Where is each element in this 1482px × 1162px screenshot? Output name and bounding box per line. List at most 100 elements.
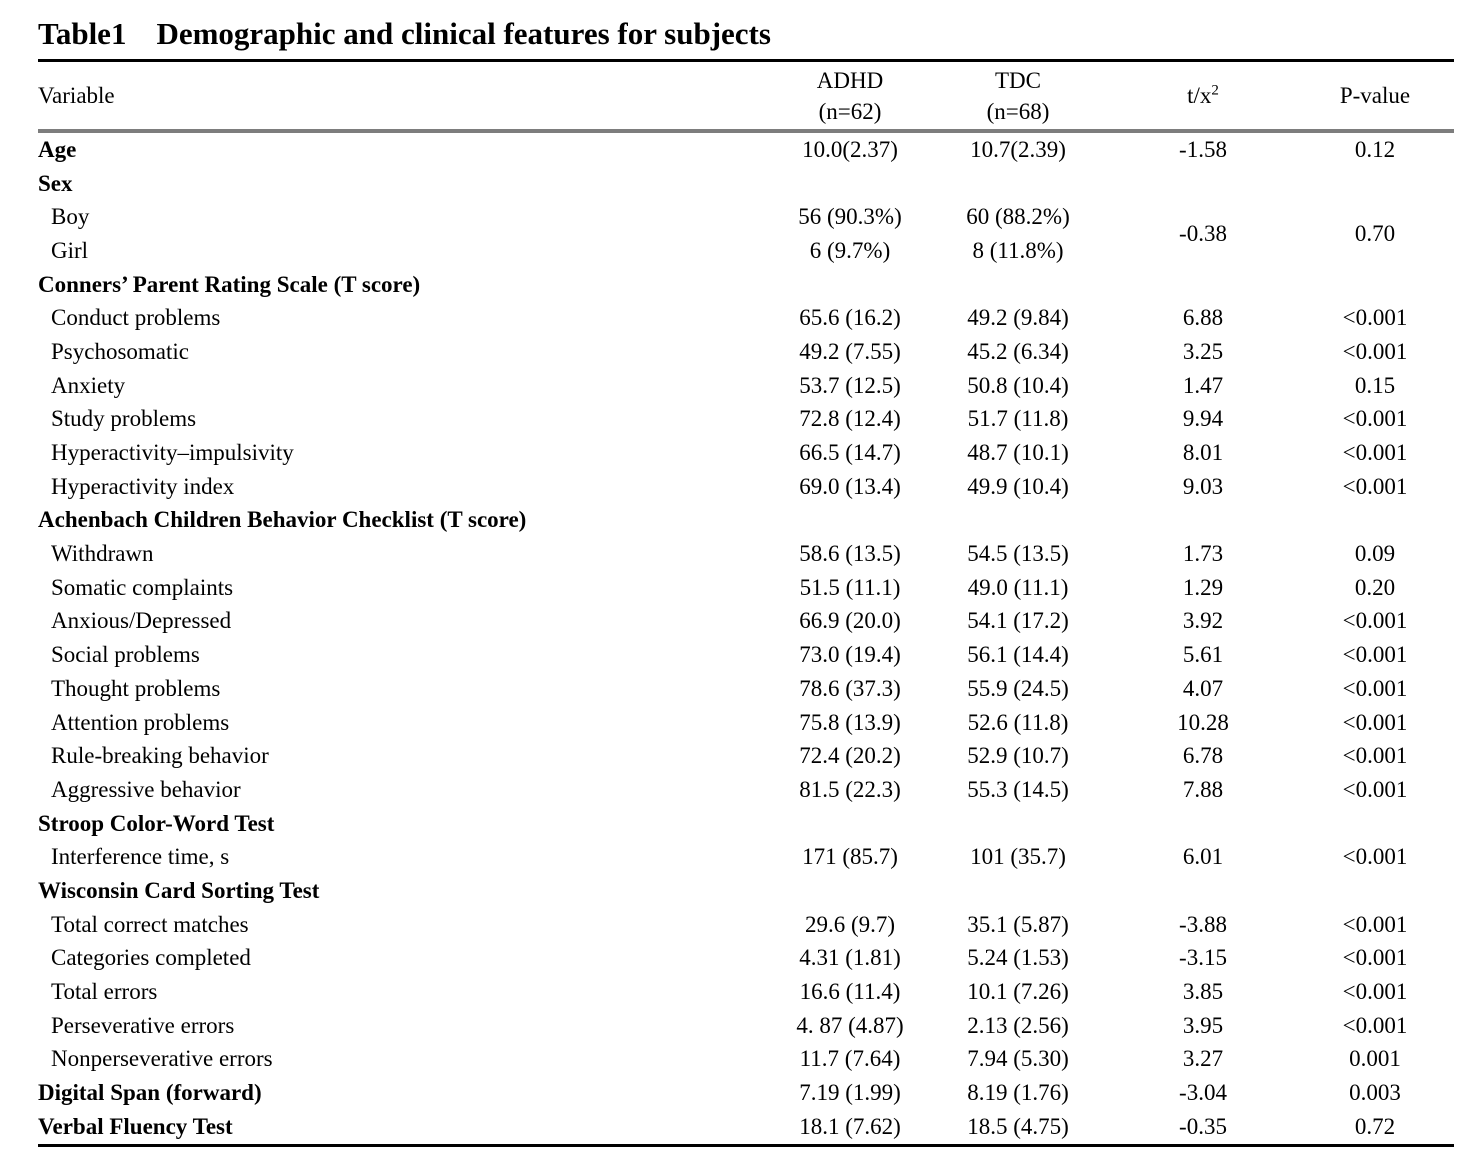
table-row: Rule-breaking behavior 72.4 (20.2) 52.9 (1… [38, 739, 1454, 773]
cell-statistic: 3.92 [1182, 608, 1224, 634]
cell-adhd: 75.8 (13.9) [799, 709, 901, 735]
cell-tdc: 56.1 (14.4) [967, 642, 1069, 668]
cell-pvalue: <0.001 [1342, 338, 1408, 364]
table-row: Nonperseverative errors 11.7 (7.64) 7.94 (… [38, 1043, 1454, 1077]
cell-adhd: 72.8 (12.4) [799, 406, 901, 432]
table-row: Girl 6 (9.7%) 8 (11.8%) [38, 234, 1454, 268]
row-label: Total correct matches [51, 911, 249, 937]
row-label: Aggressive behavior [51, 776, 241, 802]
cell-tdc: 48.7 (10.1) [967, 440, 1069, 466]
table-row: Sex [38, 167, 1454, 201]
table-row: Hyperactivity index 69.0 (13.4) 49.9 (10.4… [38, 470, 1454, 504]
cell-tdc: 55.3 (14.5) [967, 776, 1069, 802]
cell-statistic: -0.38 [1179, 221, 1227, 247]
row-label: Verbal Fluency Test [38, 1109, 774, 1147]
row-label: Girl [51, 237, 89, 263]
row-label: Thought problems [51, 675, 221, 701]
table-row: Social problems 73.0 (19.4) 56.1 (14.4) 5.6… [38, 638, 1454, 672]
row-label: Social problems [51, 642, 200, 668]
cell-tdc: 10.7(2.39) [970, 136, 1066, 162]
cell-adhd: 66.5 (14.7) [799, 440, 901, 466]
cell-tdc: 101 (35.7) [970, 844, 1066, 870]
cell-statistic: 3.85 [1182, 979, 1224, 1005]
cell-tdc: 52.6 (11.8) [967, 709, 1069, 735]
table-row: Boy 56 (90.3%) 60 (88.2%) -0.38 0.70 [38, 200, 1454, 246]
row-label: Achenbach Children Behavior Checklist (T… [38, 507, 527, 533]
row-label: Anxious/Depressed [51, 608, 232, 634]
empty-cells [774, 268, 1454, 302]
cell-adhd: 10.0(2.37) [802, 136, 898, 162]
table-row: Age 10.0(2.37) 10.7(2.39) -1.58 0.12 [38, 131, 1454, 167]
page-title: Table1 Demographic and clinical features … [38, 14, 1454, 62]
cell-statistic: 5.61 [1182, 642, 1224, 668]
row-label: Interference time, s [51, 844, 230, 870]
cell-pvalue: <0.001 [1342, 743, 1408, 769]
cell-statistic: 4.07 [1182, 675, 1224, 701]
table-row: Thought problems 78.6 (37.3) 55.9 (24.5) 4.… [38, 672, 1454, 706]
header-pvalue: P-value [1296, 62, 1454, 133]
cell-adhd: 18.1 (7.62) [774, 1109, 926, 1147]
table-row: Stroop Color-Word Test [38, 807, 1454, 841]
cell-adhd: 72.4 (20.2) [799, 743, 901, 769]
cell-statistic: 3.27 [1182, 1046, 1224, 1072]
cell-tdc: 52.9 (10.7) [967, 743, 1069, 769]
row-label: Wisconsin Card Sorting Test [38, 877, 320, 903]
header-adhd-n: (n=62) [818, 98, 882, 124]
cell-adhd: 7.19 (1.99) [799, 1080, 901, 1106]
row-label: Sex [38, 170, 73, 196]
cell-pvalue: <0.001 [1342, 305, 1408, 331]
cell-statistic: 3.95 [1182, 1012, 1224, 1038]
cell-pvalue: 0.20 [1354, 574, 1396, 600]
row-label: Attention problems [51, 709, 230, 735]
row-label: Total errors [51, 979, 158, 1005]
table-row: Aggressive behavior 81.5 (22.3) 55.3 (14.5… [38, 773, 1454, 807]
empty-cells [774, 167, 1454, 201]
row-label: Categories completed [51, 945, 251, 971]
cell-tdc: 54.5 (13.5) [967, 541, 1069, 567]
cell-statistic: -1.58 [1179, 136, 1227, 162]
cell-pvalue: 0.12 [1354, 136, 1396, 162]
header-row: Variable ADHD (n=62) TDC (n=68) t/x2 P-v… [38, 62, 1454, 133]
cell-statistic: 1.73 [1182, 541, 1224, 567]
table-row: Wisconsin Card Sorting Test [38, 874, 1454, 908]
statistic-symbol: t/x [1187, 83, 1212, 108]
table-caption: Demographic and clinical features for su… [156, 16, 771, 51]
table-row: Anxiety 53.7 (12.5) 50.8 (10.4) 1.47 0.15 [38, 369, 1454, 403]
table-row: Perseverative errors 4. 87 (4.87) 2.13 (2.… [38, 1009, 1454, 1043]
header-adhd-group: ADHD [816, 67, 884, 93]
cell-adhd: 65.6 (16.2) [799, 305, 901, 331]
row-label: Age [38, 136, 77, 162]
header-statistic: t/x2 [1110, 62, 1296, 133]
cell-statistic: -0.35 [1110, 1109, 1296, 1147]
cell-statistic: 9.94 [1182, 406, 1224, 432]
cell-pvalue: <0.001 [1342, 675, 1408, 701]
table-row: Achenbach Children Behavior Checklist (T… [38, 504, 1454, 538]
cell-adhd: 11.7 (7.64) [799, 1046, 901, 1072]
cell-pvalue: 0.003 [1349, 1080, 1401, 1106]
cell-pvalue: <0.001 [1342, 979, 1408, 1005]
demographics-table: Variable ADHD (n=62) TDC (n=68) t/x2 P-v… [38, 62, 1454, 1147]
header-tdc-group: TDC [995, 67, 1041, 93]
table-row: Attention problems 75.8 (13.9) 52.6 (11.8)… [38, 706, 1454, 740]
header-tdc: TDC (n=68) [926, 62, 1110, 133]
cell-tdc: 60 (88.2%) [966, 204, 1070, 230]
table-row: Total errors 16.6 (11.4) 10.1 (7.26) 3.85 <0… [38, 975, 1454, 1009]
cell-statistic: 3.25 [1182, 338, 1224, 364]
cell-pvalue: <0.001 [1342, 709, 1408, 735]
cell-statistic: 1.47 [1182, 372, 1224, 398]
cell-tdc: 8 (11.8%) [972, 237, 1064, 263]
cell-pvalue: <0.001 [1342, 911, 1408, 937]
cell-adhd: 56 (90.3%) [798, 204, 902, 230]
row-label: Digital Span (forward) [38, 1080, 262, 1106]
cell-pvalue: <0.001 [1342, 440, 1408, 466]
statistic-superscript: 2 [1211, 82, 1219, 99]
table-row: Total correct matches 29.6 (9.7) 35.1 (5.8… [38, 908, 1454, 942]
table-row: Psychosomatic 49.2 (7.55) 45.2 (6.34) 3.25 <… [38, 335, 1454, 369]
cell-adhd: 81.5 (22.3) [799, 776, 901, 802]
cell-pvalue: <0.001 [1342, 642, 1408, 668]
cell-statistic: 7.88 [1182, 776, 1224, 802]
row-label: Stroop Color-Word Test [38, 810, 275, 836]
row-label: Conduct problems [51, 305, 221, 331]
cell-statistic: 9.03 [1182, 473, 1224, 499]
